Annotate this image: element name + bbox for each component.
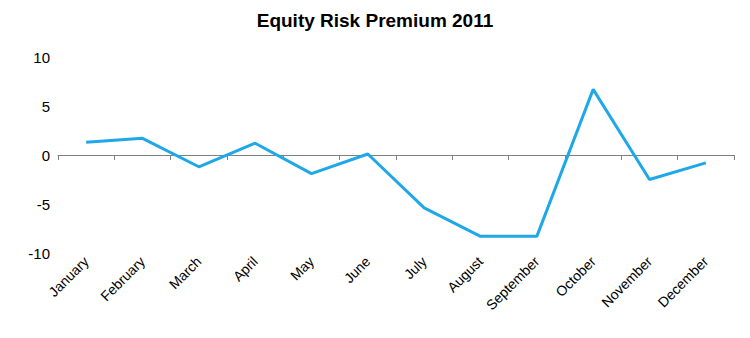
svg-text:March: March <box>166 253 205 292</box>
svg-text:Equity Risk Premium 2011: Equity Risk Premium 2011 <box>257 10 494 31</box>
svg-text:-10: -10 <box>28 245 50 262</box>
svg-text:January: January <box>45 253 92 300</box>
svg-text:April: April <box>230 253 261 284</box>
svg-text:October: October <box>552 253 599 300</box>
svg-text:September: September <box>483 253 543 313</box>
svg-text:May: May <box>287 253 317 283</box>
svg-text:5: 5 <box>42 98 50 115</box>
svg-text:December: December <box>655 253 712 310</box>
svg-text:0: 0 <box>42 147 50 164</box>
svg-text:-5: -5 <box>37 196 50 213</box>
svg-text:July: July <box>401 253 430 282</box>
svg-text:June: June <box>341 253 374 286</box>
svg-text:November: November <box>598 253 655 310</box>
svg-text:10: 10 <box>33 49 50 66</box>
svg-text:February: February <box>97 253 148 304</box>
svg-text:August: August <box>444 253 486 295</box>
